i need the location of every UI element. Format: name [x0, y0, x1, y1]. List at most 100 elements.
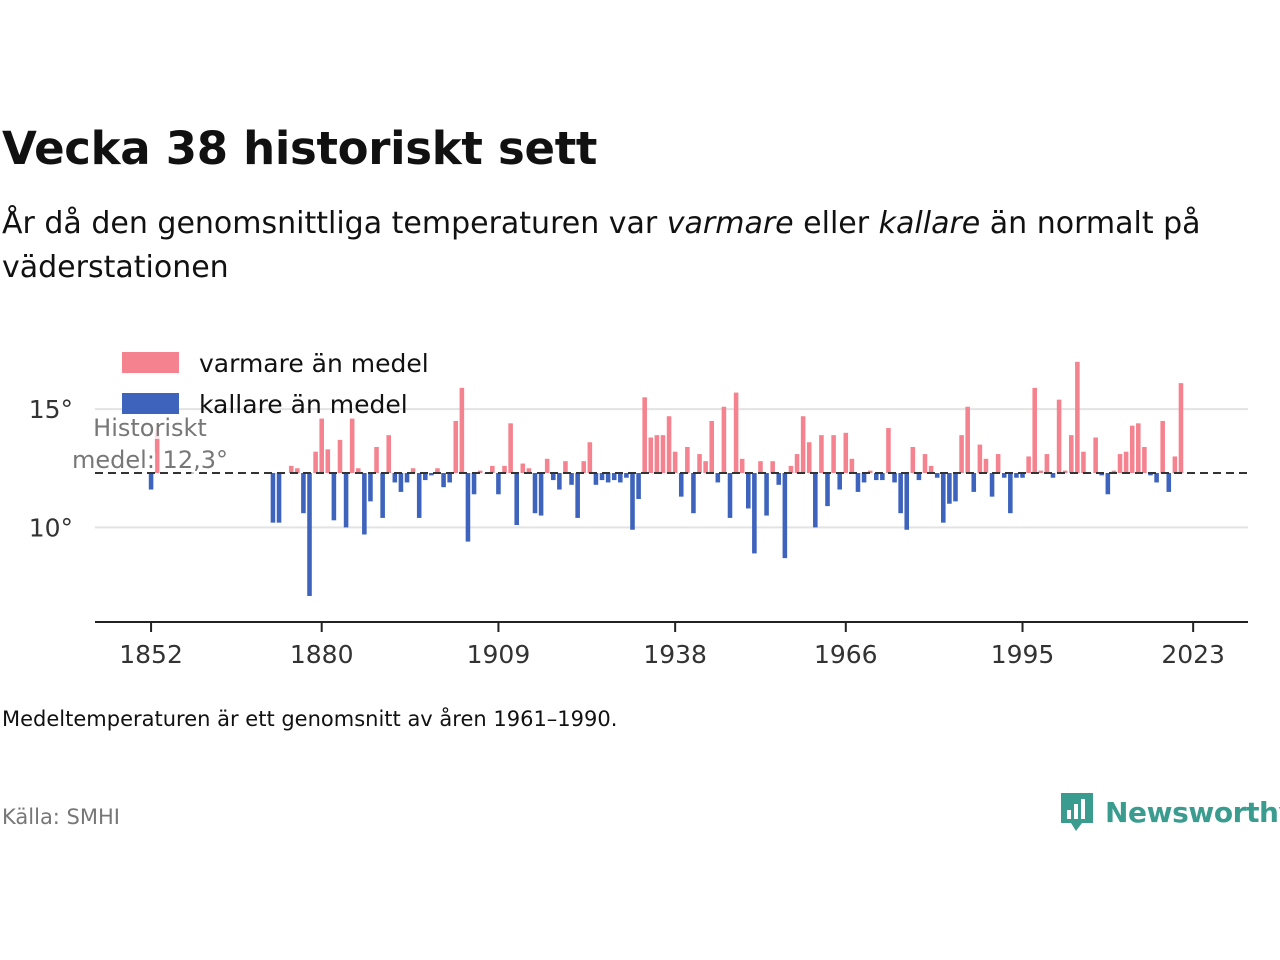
x-tick-label: 1966 [814, 640, 878, 669]
bar [313, 451, 318, 473]
bar [301, 472, 306, 514]
bar [831, 435, 836, 473]
bar [386, 435, 392, 473]
bar [873, 472, 879, 481]
bar [307, 472, 312, 596]
bar [733, 392, 739, 473]
bar [575, 472, 580, 518]
bar [1062, 470, 1068, 473]
bar [678, 472, 684, 497]
newsworthy-icon [1061, 793, 1093, 831]
bar [337, 439, 343, 473]
bar [441, 472, 446, 488]
bar [727, 472, 733, 518]
bar [636, 472, 641, 500]
bar [447, 472, 452, 483]
bar [1038, 470, 1044, 473]
bar [715, 472, 721, 483]
bar [550, 472, 556, 481]
bar [587, 442, 593, 473]
bar [471, 472, 477, 495]
bar [605, 472, 611, 483]
bar [1123, 451, 1129, 473]
bar [1026, 456, 1031, 473]
bar [453, 420, 459, 473]
bar [380, 472, 385, 518]
bar [508, 423, 513, 473]
bar [1068, 435, 1074, 473]
bar [1008, 472, 1013, 514]
bar [1001, 472, 1007, 478]
bar [630, 472, 635, 530]
legend-label-warm: varmare än medel [199, 349, 429, 378]
x-axis: 1852 1880 1909 1938 1966 1995 2023 [95, 621, 1248, 669]
bar [374, 446, 379, 473]
chart-subtitle: År då den genomsnittliga temperaturen va… [2, 202, 1272, 290]
bar [319, 418, 324, 473]
bar [1044, 454, 1050, 473]
bar [922, 454, 928, 473]
bar [1117, 454, 1123, 473]
bar [1020, 472, 1025, 478]
bar [886, 428, 891, 473]
subtitle-cold-word: kallare [878, 206, 981, 241]
bar [904, 472, 910, 530]
bar [806, 442, 812, 473]
bar [569, 472, 574, 485]
bar [477, 470, 483, 473]
bar [1056, 399, 1062, 473]
bar [691, 472, 696, 514]
subtitle-text: År då den genomsnittliga temperaturen va… [2, 206, 667, 241]
y-tick-label: 15° [29, 395, 73, 424]
y-axis: 10° 15° [29, 395, 73, 542]
bar [343, 472, 349, 528]
x-tick-label: 1995 [991, 640, 1055, 669]
bar [776, 472, 782, 485]
bar [837, 472, 842, 490]
bar [465, 472, 471, 542]
bar [1105, 472, 1111, 495]
bar [416, 472, 422, 518]
bar [989, 472, 995, 497]
bar [423, 472, 428, 481]
bar [276, 472, 282, 523]
bar [953, 472, 958, 502]
bar [983, 458, 989, 473]
bar [1142, 446, 1147, 473]
bar [1093, 437, 1098, 473]
bar [867, 470, 873, 473]
bar [435, 468, 440, 473]
bar [739, 458, 745, 473]
x-tick-label: 1852 [119, 640, 183, 669]
bar [685, 446, 690, 473]
bar [819, 435, 824, 473]
bar [1178, 383, 1184, 473]
brand-logo[interactable]: Newsworthy [1059, 790, 1280, 834]
bar [557, 472, 562, 490]
bar [490, 465, 495, 473]
bar [855, 472, 861, 492]
bar [514, 472, 519, 526]
bar [666, 416, 672, 473]
bar [1160, 420, 1165, 473]
bar [721, 406, 727, 473]
x-tick-label: 2023 [1161, 640, 1225, 669]
bar [965, 406, 970, 473]
bar [1172, 456, 1178, 473]
bar [593, 472, 599, 485]
bar [288, 465, 294, 473]
bar [941, 472, 946, 523]
bar [502, 465, 507, 473]
bar [898, 472, 903, 514]
bar [544, 458, 550, 473]
bar [928, 465, 934, 473]
subtitle-text: än normalt på väderstationen [2, 206, 1201, 285]
bar [648, 437, 654, 473]
bar [599, 472, 605, 481]
bar [496, 472, 501, 495]
bar [581, 461, 587, 473]
bars [148, 361, 1184, 596]
x-tick-label: 1880 [290, 640, 354, 669]
bar [1050, 472, 1056, 478]
bar [1075, 361, 1080, 473]
